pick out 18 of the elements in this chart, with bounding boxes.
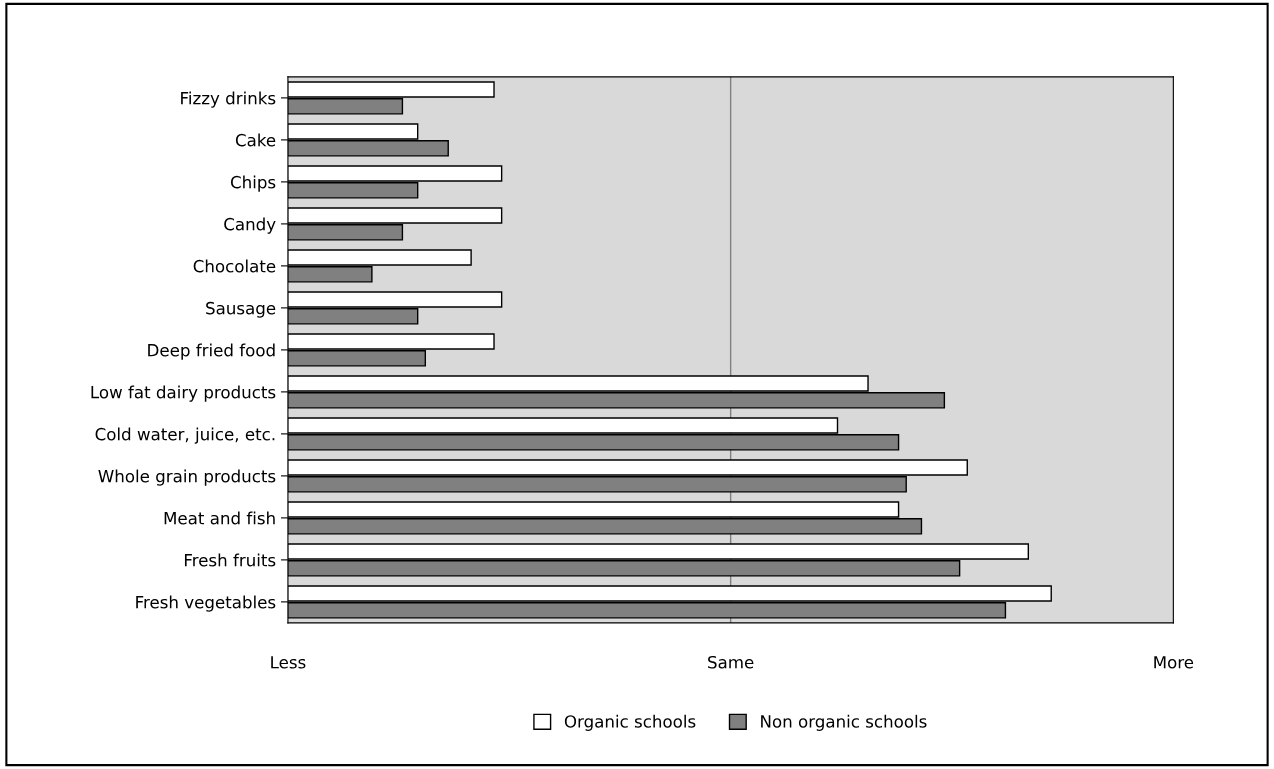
y-tick-label: Cake: [235, 133, 276, 147]
y-tick-label: Meat and fish: [164, 511, 275, 525]
y-tick-label: Deep fried food: [148, 343, 275, 360]
y-tick-label: Fresh fruits: [184, 553, 276, 567]
y-tick-label: Low fat dairy products: [91, 385, 276, 402]
text: More: [1154, 656, 1194, 669]
y-tick-label: Fresh vegetables: [136, 595, 276, 612]
y-tick-label: Whole grain products: [98, 469, 276, 486]
y-tick-label: Sausage: [206, 301, 276, 318]
y-tick-label: Candy: [224, 217, 276, 234]
text: Less: [271, 656, 306, 669]
legend-label: Non organic schools: [761, 714, 927, 731]
text: Same: [708, 655, 754, 669]
y-tick-label: Chips: [230, 175, 276, 192]
y-tick-label: Fizzy drinks: [181, 91, 276, 108]
y-tick-label: Cold water, juice, etc.: [95, 427, 275, 444]
y-tick-label: Chocolate: [193, 259, 276, 273]
legend-label: Organic schools: [564, 714, 696, 731]
